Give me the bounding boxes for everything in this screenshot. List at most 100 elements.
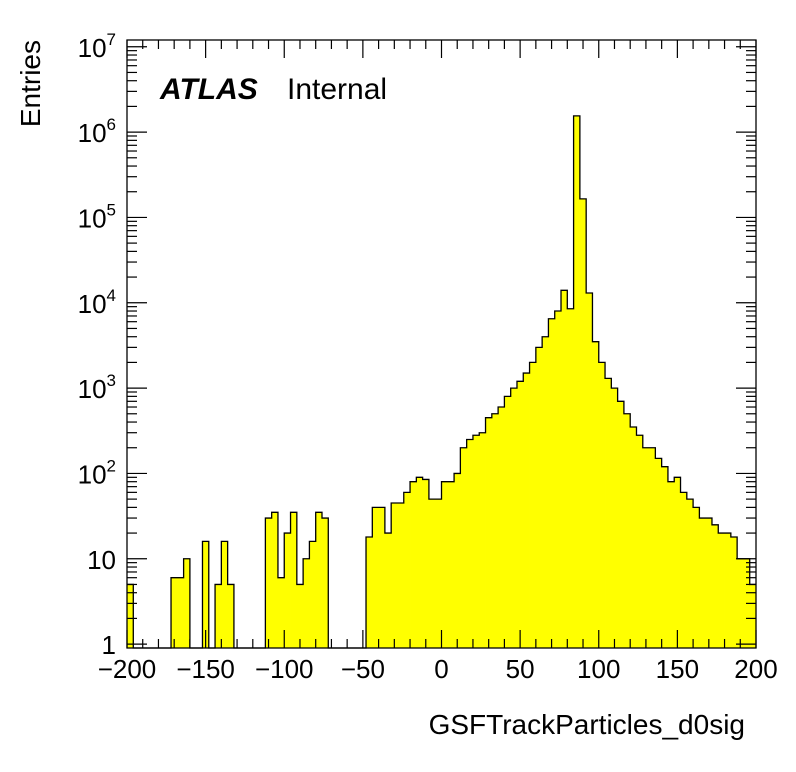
histogram-bar (655, 458, 663, 648)
x-tick-label: 0 (434, 654, 448, 684)
histogram-bar (573, 115, 581, 649)
histogram-bar (617, 401, 625, 648)
histogram-bar (718, 533, 725, 648)
histogram-bar (699, 518, 707, 648)
histogram-bar (479, 432, 486, 648)
histogram-bar (290, 512, 298, 648)
histogram-bar (315, 512, 323, 648)
histogram-bar (516, 381, 524, 648)
histogram-bar (296, 584, 304, 648)
histogram-bars (127, 115, 757, 649)
histogram-bar (674, 477, 681, 648)
histogram-bar (378, 507, 386, 648)
histogram-bar (303, 558, 310, 648)
histogram-bar (561, 290, 568, 648)
histogram-bar (730, 536, 738, 648)
histogram-bar (605, 378, 612, 648)
y-tick-label: 102 (78, 456, 116, 489)
x-tick-label: 100 (577, 654, 620, 684)
histogram-bar (265, 518, 273, 648)
histogram-bar (611, 388, 619, 648)
histogram-bar (529, 362, 537, 648)
histogram-bar (428, 499, 436, 648)
histogram-bar (397, 503, 405, 648)
histogram-bar (510, 388, 518, 648)
histogram-bar (523, 373, 530, 648)
histogram-bar (661, 466, 669, 648)
x-tick-label: −50 (341, 654, 385, 684)
x-tick-label: −200 (98, 654, 157, 684)
histogram-bar (642, 447, 650, 648)
histogram-bar (284, 533, 291, 648)
histogram-bar (410, 481, 417, 648)
histogram-bar (366, 536, 373, 648)
histogram-bar (592, 341, 600, 648)
histogram-bar (598, 362, 606, 648)
histogram-bar (630, 426, 637, 648)
histogram-bar (586, 293, 593, 648)
histogram-bar (277, 577, 285, 648)
histogram-bar (447, 481, 455, 648)
y-tick-label: 107 (78, 30, 116, 63)
x-tick-label: 200 (734, 654, 777, 684)
histogram-bar (649, 447, 656, 648)
histogram-bar (384, 533, 392, 648)
histogram-bar (504, 396, 512, 648)
histogram-bar (680, 492, 688, 648)
y-tick-labels: 1 10 102 103 104 105 106 107 (78, 30, 116, 660)
histogram-bar (693, 507, 700, 648)
histogram-bar (416, 477, 424, 648)
histogram-bar (177, 577, 185, 648)
x-tick-label: 50 (506, 654, 535, 684)
histogram-bar (127, 584, 134, 648)
histogram-bar (215, 584, 222, 648)
y-tick-label: 106 (78, 115, 116, 148)
histogram-bar (686, 499, 694, 648)
histogram-bar (636, 435, 644, 648)
histogram-bar (435, 499, 442, 648)
histogram-bar (466, 439, 474, 648)
y-tick-label: 104 (78, 286, 116, 319)
histogram-bar (667, 481, 675, 648)
histogram-bar (749, 584, 757, 648)
histogram-bar (202, 541, 210, 648)
histogram-bar (535, 347, 543, 648)
histogram-bar (460, 447, 468, 648)
histogram-bar (403, 492, 411, 648)
histogram-bar (221, 541, 229, 648)
y-tick-label: 103 (78, 371, 116, 404)
histogram-bar (485, 417, 493, 648)
histogram-bar (321, 518, 329, 648)
atlas-label: ATLAS (159, 73, 258, 106)
histogram-bar (737, 558, 744, 648)
y-tick-label: 1 (102, 630, 116, 660)
x-tick-labels: −200 −150 −100 −50 0 50 100 150 200 (98, 654, 778, 684)
histogram-bar (498, 407, 505, 648)
histogram-bar (372, 507, 379, 648)
histogram-bar (309, 541, 317, 648)
x-tick-label: −150 (176, 654, 235, 684)
histogram-bar (705, 518, 713, 648)
histogram-bar (472, 435, 480, 648)
internal-label: Internal (287, 73, 387, 106)
histogram-bar (554, 311, 562, 648)
histogram-bar (567, 308, 574, 648)
histogram-bar (491, 413, 499, 648)
histogram-bar (441, 481, 449, 648)
axis-ticks (126, 40, 757, 648)
histogram-bar (391, 503, 398, 648)
y-axis-title: Entries (15, 40, 46, 127)
x-tick-label: −100 (255, 654, 314, 684)
x-axis-title: GSFTrackParticles_d0sig (429, 709, 745, 740)
histogram-bar (422, 479, 430, 648)
histogram-bar (724, 533, 732, 648)
histogram-bar (542, 336, 549, 648)
histogram-bar (623, 413, 631, 648)
histogram-bar (183, 558, 191, 648)
x-tick-label: 150 (656, 654, 699, 684)
histogram-bar (454, 473, 461, 648)
histogram-bar (171, 577, 178, 648)
histogram-bar (271, 512, 279, 648)
y-tick-label: 105 (78, 200, 116, 233)
